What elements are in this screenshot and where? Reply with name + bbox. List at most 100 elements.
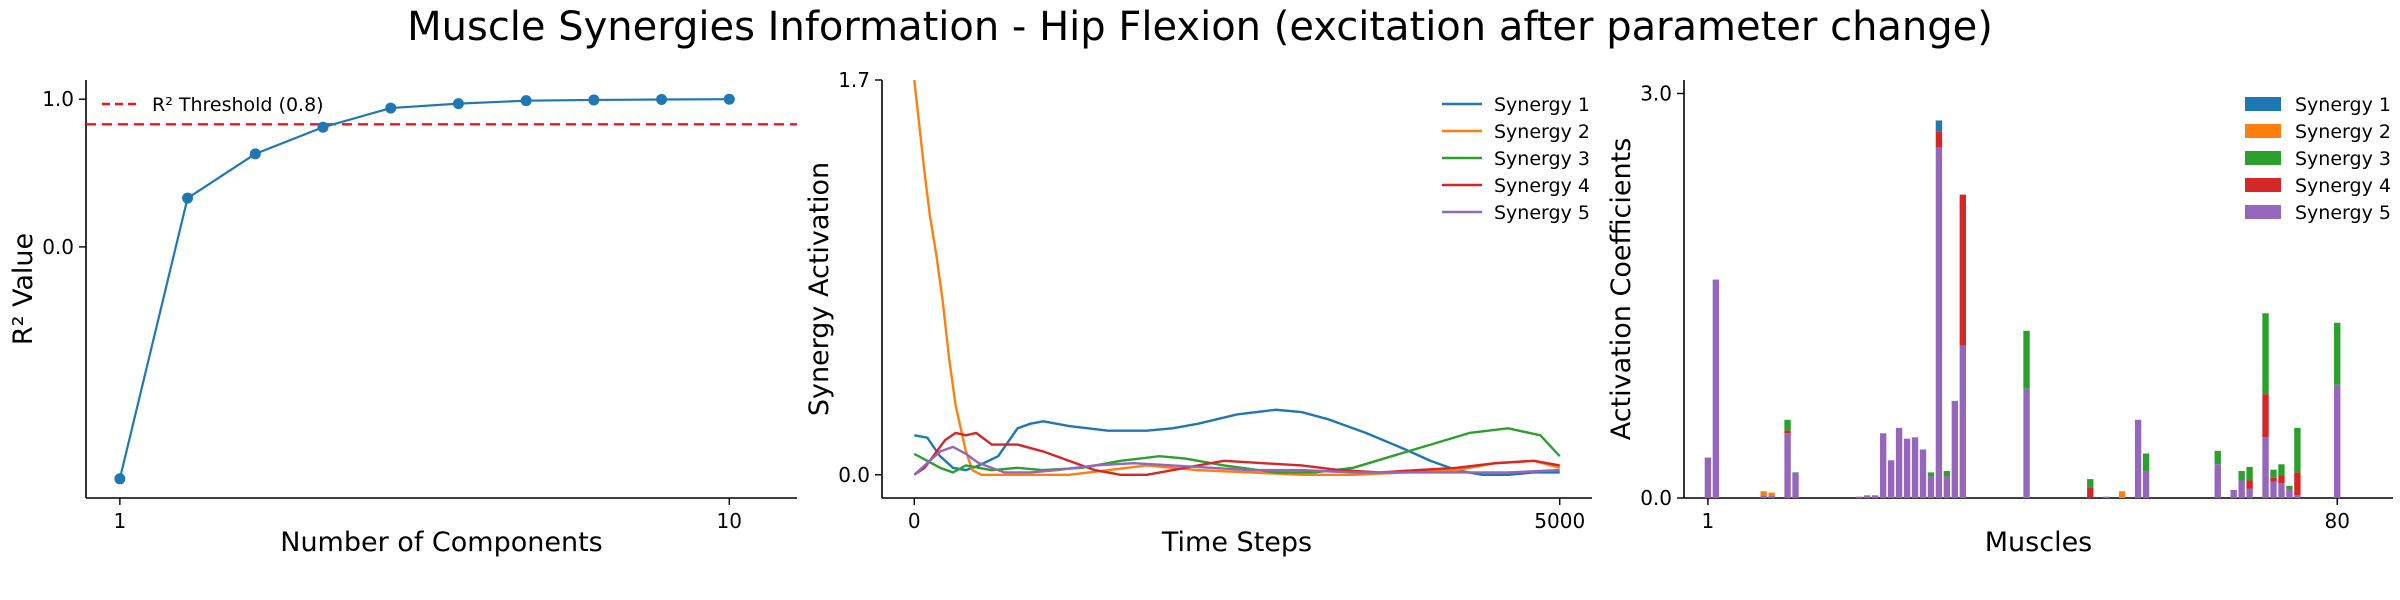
bar-segment — [1792, 472, 1799, 474]
y-tick-label: 0.0 — [1640, 486, 1672, 510]
legend-label: Synergy 4 — [1494, 175, 1590, 197]
chart-2-plot — [913, 79, 1561, 476]
r2-point — [182, 192, 194, 204]
x-axis-label: Number of Components — [280, 527, 602, 558]
y-tick-label: 0.0 — [42, 235, 74, 259]
bar-segment — [2238, 480, 2245, 498]
bar-segment — [2270, 481, 2277, 498]
bar-segment — [2142, 471, 2150, 498]
synergy-1-line — [914, 408, 1560, 476]
chart-3-plot — [1704, 120, 2341, 498]
bar-segment — [2334, 322, 2341, 385]
bar-segment — [2286, 489, 2293, 498]
x-axis-label: Muscles — [1985, 527, 2093, 558]
bar-segment — [1927, 476, 1935, 498]
bar-segment — [1935, 120, 1943, 132]
bar-segment — [2294, 427, 2301, 473]
bar-segment — [1784, 433, 1791, 498]
bar-segment — [2262, 313, 2269, 395]
r2-point — [385, 102, 397, 114]
chart-1-legend: R² Threshold (0.8) — [102, 94, 324, 116]
chart-1-axes: 1 10 0.0 1.0 Number of Components R² Value — [8, 80, 797, 558]
legend-label: Synergy 5 — [1494, 202, 1590, 224]
legend-label: Synergy 1 — [2295, 94, 2391, 116]
y-axis-label: Activation Coefficients — [1606, 138, 1637, 441]
y-tick-label: 0.0 — [838, 463, 870, 487]
legend-label: R² Threshold (0.8) — [152, 94, 324, 116]
bar-segment — [1760, 491, 1767, 496]
bar-segment — [2238, 471, 2245, 481]
r2-point — [114, 473, 126, 485]
legend-label: Synergy 3 — [1494, 148, 1590, 170]
bar-segment — [1872, 495, 1879, 498]
bar-segment — [2294, 495, 2301, 498]
bar-segment — [2286, 485, 2293, 490]
bar-segment — [1903, 438, 1911, 498]
legend-label: Synergy 1 — [1494, 94, 1590, 116]
bar-segment — [1784, 430, 1791, 434]
chart-2-legend: Synergy 1 Synergy 2 Synergy 3 Synergy 4 Syne… — [1442, 94, 1590, 224]
bar-segment — [1768, 492, 1775, 496]
bar-segment — [2270, 469, 2277, 478]
r2-series-line — [118, 98, 730, 480]
bar-segment — [1784, 419, 1791, 431]
bar-segment — [2087, 487, 2094, 498]
bar-segment — [1951, 400, 1959, 498]
bar-segment — [2278, 475, 2285, 484]
r2-point — [249, 148, 261, 160]
bar-segment — [1927, 472, 1935, 477]
bar-segment — [2246, 480, 2253, 489]
y-tick-label: 1.0 — [42, 87, 74, 111]
bar-segment — [1712, 279, 1720, 498]
legend-label: Synergy 5 — [2295, 202, 2391, 224]
bar-segment — [1879, 433, 1887, 498]
legend-swatch — [2245, 124, 2281, 138]
chart-2-axes: 0 5000 0.0 1.7 Time Steps Synergy Activation — [804, 68, 1592, 558]
bar-segment — [2214, 450, 2221, 465]
legend-swatch — [2245, 205, 2281, 219]
bar-segment — [1959, 345, 1967, 498]
bar-segment — [2087, 479, 2094, 488]
bar-segment — [2103, 496, 2110, 498]
bar-segment — [2262, 437, 2269, 498]
bar-segment — [2134, 419, 2142, 498]
bar-segment — [1943, 476, 1951, 498]
bar-segment — [2214, 464, 2221, 498]
chart-3-legend: Synergy 1 Synergy 2 Synergy 3 Synergy 4 Syne… — [2245, 94, 2391, 224]
y-axis-label: Synergy Activation — [804, 162, 835, 416]
bar-segment — [1959, 194, 1967, 346]
r2-point — [452, 98, 464, 110]
bar-segment — [2142, 453, 2150, 472]
r2-point — [317, 121, 329, 133]
bar-segment — [2334, 384, 2341, 498]
bar-segment — [1760, 495, 1767, 498]
bar-segment — [1911, 437, 1919, 498]
bar-segment — [2246, 466, 2253, 481]
bar-segment — [2278, 464, 2285, 476]
legend-label: Synergy 4 — [2295, 175, 2391, 197]
r2-point — [656, 93, 668, 105]
r2-point — [520, 95, 532, 107]
bar-segment — [1887, 460, 1895, 498]
figure-title: Muscle Synergies Information - Hip Flexi… — [407, 4, 1993, 50]
legend-swatch — [2245, 178, 2281, 192]
legend-label: Synergy 3 — [2295, 148, 2391, 170]
legend-label: Synergy 2 — [1494, 121, 1590, 143]
bar-segment — [1768, 495, 1775, 498]
bar-segment — [2262, 394, 2269, 438]
bar-segment — [2294, 472, 2301, 496]
x-tick-label: 1 — [1702, 509, 1715, 533]
bar-segment — [1935, 131, 1943, 148]
bar-segment — [2230, 489, 2237, 498]
r2-point — [723, 93, 735, 105]
y-tick-label: 1.7 — [838, 68, 870, 92]
legend-swatch — [2245, 97, 2281, 111]
bar-segment — [2118, 491, 2126, 498]
x-axis-label: Time Steps — [1161, 527, 1312, 558]
bar-segment — [1943, 471, 1951, 477]
bar-segment — [1919, 449, 1927, 498]
y-axis-label: R² Value — [8, 233, 39, 345]
legend-swatch — [2245, 151, 2281, 165]
bar-segment — [2246, 488, 2253, 498]
bar-segment — [1864, 495, 1871, 498]
